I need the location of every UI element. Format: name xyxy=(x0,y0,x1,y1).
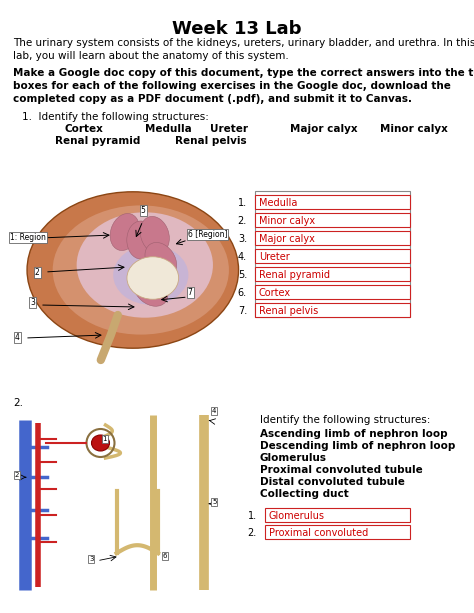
Text: Glomerulus: Glomerulus xyxy=(260,453,327,463)
Text: Distal convoluted tubule: Distal convoluted tubule xyxy=(260,477,405,487)
Text: Proximal convoluted tubule: Proximal convoluted tubule xyxy=(260,465,423,475)
Text: Ascending limb of nephron loop: Ascending limb of nephron loop xyxy=(260,429,447,439)
Ellipse shape xyxy=(27,192,238,348)
Text: 3: 3 xyxy=(30,298,35,307)
Text: 5: 5 xyxy=(141,206,146,215)
Text: 5.: 5. xyxy=(238,270,247,280)
Text: Glomerulus: Glomerulus xyxy=(269,511,325,521)
Text: Renal pelvis: Renal pelvis xyxy=(175,136,246,146)
Text: Proximal convoluted: Proximal convoluted xyxy=(269,528,368,538)
Text: Ureter: Ureter xyxy=(210,124,248,134)
FancyBboxPatch shape xyxy=(255,303,410,317)
Ellipse shape xyxy=(91,435,109,451)
Text: 6: 6 xyxy=(163,553,167,559)
Ellipse shape xyxy=(110,213,139,251)
Text: Identify the following structures:: Identify the following structures: xyxy=(260,415,430,425)
Text: 1: Region: 1: Region xyxy=(10,233,46,242)
Text: Minor calyx: Minor calyx xyxy=(259,216,315,226)
FancyBboxPatch shape xyxy=(255,267,410,281)
Text: Renal pyramid: Renal pyramid xyxy=(259,270,330,280)
Text: The urinary system consists of the kidneys, ureters, urinary bladder, and urethr: The urinary system consists of the kidne… xyxy=(13,38,474,61)
Text: 1.  Identify the following structures:: 1. Identify the following structures: xyxy=(22,112,209,122)
Text: 7.: 7. xyxy=(238,306,247,316)
Text: Major calyx: Major calyx xyxy=(259,234,315,244)
Text: Renal pyramid: Renal pyramid xyxy=(55,136,140,146)
Text: 6.: 6. xyxy=(238,288,247,298)
Text: 2.: 2. xyxy=(13,398,23,408)
Text: Week 13 Lab: Week 13 Lab xyxy=(172,20,302,38)
Ellipse shape xyxy=(127,257,179,299)
Text: Cortex: Cortex xyxy=(259,288,291,298)
Text: Cortex: Cortex xyxy=(65,124,104,134)
FancyBboxPatch shape xyxy=(255,285,410,299)
Ellipse shape xyxy=(113,245,188,305)
Text: Renal pelvis: Renal pelvis xyxy=(259,306,318,316)
Ellipse shape xyxy=(53,205,229,335)
Text: 7: 7 xyxy=(188,288,192,297)
Text: Minor calyx: Minor calyx xyxy=(380,124,448,134)
Text: 1: 1 xyxy=(102,436,107,442)
Ellipse shape xyxy=(77,212,213,318)
FancyBboxPatch shape xyxy=(255,213,410,227)
Text: 2.: 2. xyxy=(248,528,257,538)
FancyBboxPatch shape xyxy=(255,231,410,245)
Text: 4.: 4. xyxy=(238,252,247,262)
Text: Medulla: Medulla xyxy=(145,124,192,134)
Ellipse shape xyxy=(145,243,177,278)
Text: 2: 2 xyxy=(15,472,19,478)
Text: Medulla: Medulla xyxy=(259,198,297,208)
Text: Make a Google doc copy of this document, type the correct answers into the text
: Make a Google doc copy of this document,… xyxy=(13,68,474,104)
Text: 4: 4 xyxy=(212,408,216,414)
Ellipse shape xyxy=(134,274,168,306)
FancyBboxPatch shape xyxy=(265,508,410,522)
Text: 5: 5 xyxy=(212,499,216,504)
Text: Collecting duct: Collecting duct xyxy=(260,489,349,499)
Text: 3.: 3. xyxy=(238,234,247,244)
Text: 6 [Region]: 6 [Region] xyxy=(188,230,228,239)
Text: Descending limb of nephron loop: Descending limb of nephron loop xyxy=(260,441,456,451)
Text: 1.: 1. xyxy=(238,198,247,208)
Ellipse shape xyxy=(140,216,169,254)
FancyBboxPatch shape xyxy=(265,525,410,539)
Text: Major calyx: Major calyx xyxy=(290,124,357,134)
Text: 3: 3 xyxy=(89,556,93,562)
Text: 2.: 2. xyxy=(238,216,247,226)
Text: 4: 4 xyxy=(15,333,20,342)
Text: 1.: 1. xyxy=(248,511,257,521)
Text: Ureter: Ureter xyxy=(259,252,290,262)
FancyBboxPatch shape xyxy=(255,249,410,263)
FancyBboxPatch shape xyxy=(255,195,410,209)
Text: 2: 2 xyxy=(35,268,40,277)
Ellipse shape xyxy=(127,221,155,259)
